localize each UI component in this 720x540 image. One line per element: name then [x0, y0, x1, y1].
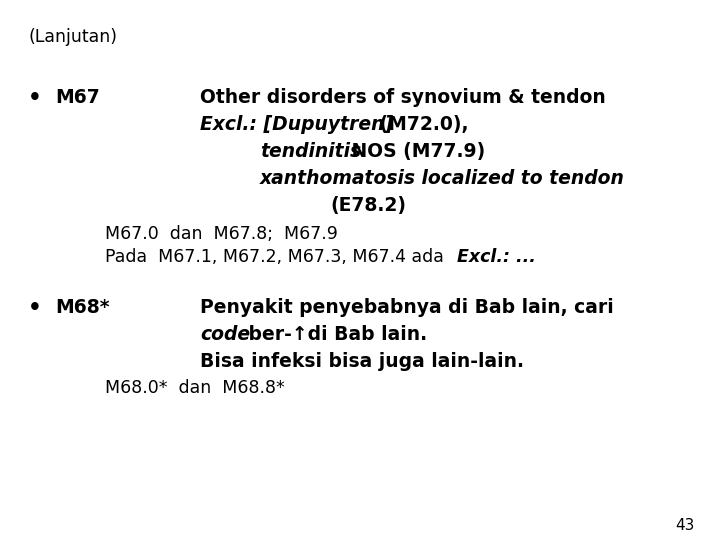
Text: (M72.0),: (M72.0),: [373, 115, 469, 134]
Text: xanthomatosis localized to tendon: xanthomatosis localized to tendon: [260, 169, 625, 188]
Text: M67: M67: [55, 88, 100, 107]
Text: (E78.2): (E78.2): [330, 196, 406, 215]
Text: Excl.: ...: Excl.: ...: [457, 248, 536, 266]
Text: M68.0*  dan  M68.8*: M68.0* dan M68.8*: [105, 379, 284, 397]
Text: Pada  M67.1, M67.2, M67.3, M67.4 ada: Pada M67.1, M67.2, M67.3, M67.4 ada: [105, 248, 455, 266]
Text: ber-↑di Bab lain.: ber-↑di Bab lain.: [242, 325, 427, 344]
Text: •: •: [28, 88, 42, 108]
Text: code: code: [200, 325, 250, 344]
Text: Penyakit penyebabnya di Bab lain, cari: Penyakit penyebabnya di Bab lain, cari: [200, 298, 613, 317]
Text: NOS (M77.9): NOS (M77.9): [345, 142, 485, 161]
Text: tendinitis: tendinitis: [260, 142, 361, 161]
Text: Excl.: [Dupuytren]: Excl.: [Dupuytren]: [200, 115, 393, 134]
Text: Other disorders of synovium & tendon: Other disorders of synovium & tendon: [200, 88, 606, 107]
Text: (Lanjutan): (Lanjutan): [28, 28, 117, 46]
Text: •: •: [28, 298, 42, 318]
Text: Bisa infeksi bisa juga lain-lain.: Bisa infeksi bisa juga lain-lain.: [200, 352, 524, 371]
Text: 43: 43: [675, 518, 695, 533]
Text: M68*: M68*: [55, 298, 109, 317]
Text: M67.0  dan  M67.8;  M67.9: M67.0 dan M67.8; M67.9: [105, 225, 338, 243]
